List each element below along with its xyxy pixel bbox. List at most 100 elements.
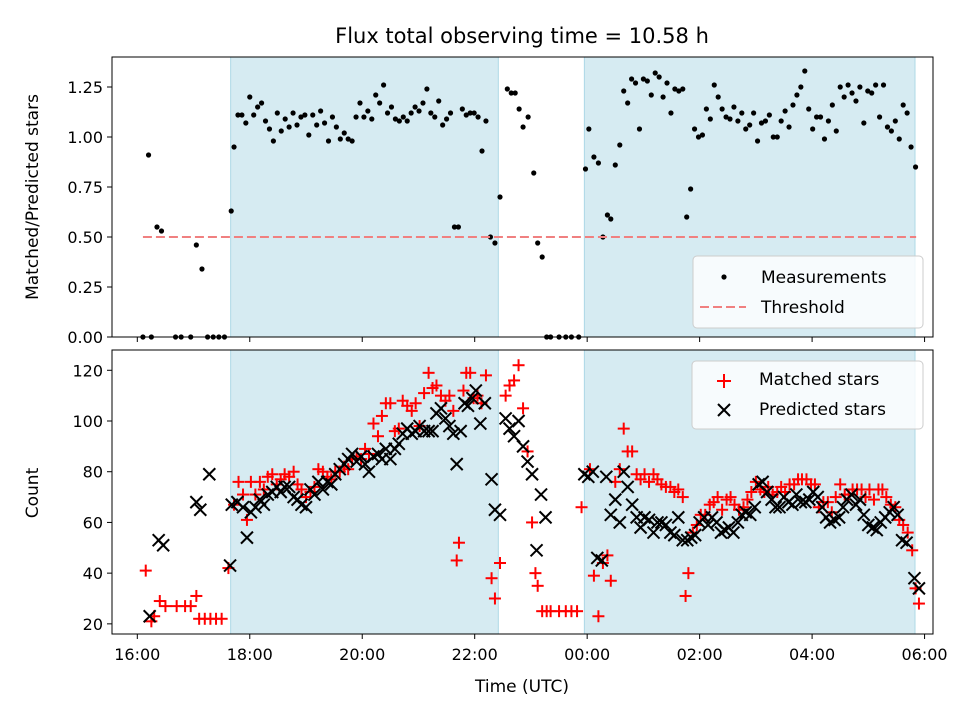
measurement-point xyxy=(727,116,733,122)
measurement-point xyxy=(873,82,879,88)
measurement-point xyxy=(369,116,375,122)
predicted-star-point xyxy=(534,487,548,502)
matched-star-point xyxy=(526,516,539,529)
predicted-star-point xyxy=(650,515,665,530)
predicted-star-point xyxy=(755,475,770,489)
matched-star-point xyxy=(587,569,600,582)
measurement-point xyxy=(648,92,654,98)
bottom-y-tick-label: 100 xyxy=(72,412,103,431)
measurement-point xyxy=(770,134,776,140)
predicted-star-point xyxy=(240,530,254,545)
measurement-point xyxy=(459,106,465,112)
measurement-point xyxy=(628,76,635,82)
measurement-point xyxy=(306,132,312,138)
measurement-point xyxy=(392,116,399,122)
predicted-star-point xyxy=(473,416,488,431)
predicted-star-point xyxy=(529,543,544,558)
predicted-star-point xyxy=(836,500,850,514)
measurement-point xyxy=(145,152,152,158)
predicted-star-point xyxy=(811,490,825,504)
shaded-observing-window xyxy=(230,56,499,338)
predicted-star-point xyxy=(617,465,631,479)
predicted-star-point xyxy=(421,424,436,438)
predicted-star-point xyxy=(608,492,622,507)
measurement-point xyxy=(794,92,800,98)
matched-star-point xyxy=(592,610,605,623)
measurement-point xyxy=(357,100,363,106)
measurement-point xyxy=(333,124,339,130)
top-legend-box xyxy=(692,255,924,329)
predicted-star-point xyxy=(516,439,530,454)
measurement-point xyxy=(806,106,812,112)
matched-star-point xyxy=(253,475,266,488)
matched-star-point xyxy=(266,468,279,481)
measurement-point xyxy=(447,110,454,116)
top-y-axis-label: Matched/Predicted stars xyxy=(23,94,43,300)
predicted-star-point xyxy=(701,518,715,532)
predicted-star-point xyxy=(899,536,914,550)
measurement-point xyxy=(904,110,910,116)
matched-star-point xyxy=(643,475,656,488)
matched-star-point xyxy=(237,488,250,501)
matched-star-point xyxy=(367,417,380,430)
measurement-point xyxy=(731,104,737,110)
measurement-point xyxy=(762,118,769,124)
predicted-star-point xyxy=(392,437,406,451)
predicted-star-point xyxy=(434,401,448,416)
measurement-point xyxy=(632,80,639,86)
predicted-star-point xyxy=(870,523,884,537)
predicted-star-point xyxy=(768,500,783,514)
measurement-point xyxy=(644,78,650,84)
measurement-point xyxy=(869,90,875,96)
predicted-star-point xyxy=(815,500,829,514)
bottom-axis-ticks: 20 40 60 80 100 120 16:00 18:00 20:00 22:00 00:00 0… xyxy=(72,361,947,664)
matched-star-point xyxy=(488,592,501,605)
matched-star-point xyxy=(384,397,397,410)
matched-star-point xyxy=(287,465,300,478)
matched-star-point xyxy=(494,557,507,569)
matched-star-point xyxy=(901,526,914,539)
measurement-point xyxy=(428,110,434,116)
predicted-star-point xyxy=(890,508,905,522)
measurement-point xyxy=(640,76,647,82)
matched-star-point xyxy=(867,493,880,506)
matched-star-point xyxy=(443,389,456,402)
predicted-star-point xyxy=(731,515,745,530)
predicted-star-point xyxy=(316,482,330,497)
measurement-point xyxy=(723,114,729,120)
matched-star-point xyxy=(418,387,431,400)
predicted-star-point xyxy=(912,581,926,596)
matched-star-point xyxy=(626,445,639,458)
predicted-star-point xyxy=(538,510,553,525)
predicted-star-point xyxy=(599,470,613,484)
matched-star-point xyxy=(232,475,245,488)
matched-star-point xyxy=(153,595,166,608)
measurement-point xyxy=(754,138,761,144)
measurement-point xyxy=(483,118,489,124)
matched-star-point xyxy=(422,366,435,379)
predicted-star-point xyxy=(525,467,539,481)
measurement-point xyxy=(604,212,611,218)
bottom-axes-frame xyxy=(111,349,934,635)
predicted-star-point xyxy=(248,500,263,514)
predicted-star-point xyxy=(383,452,398,466)
measurement-point xyxy=(262,118,269,124)
top-y-tick-label: 1.00 xyxy=(67,128,103,147)
measurement-point xyxy=(676,88,682,94)
legend-predicted-label: Predicted stars xyxy=(759,400,886,420)
matched-star-point xyxy=(711,491,724,504)
matched-star-point xyxy=(409,397,422,410)
bottom-legend-box xyxy=(691,360,924,430)
predicted-star-point xyxy=(461,399,475,413)
matched-star-point xyxy=(190,589,203,602)
measurement-point xyxy=(341,130,347,136)
x-tick-label: 04:00 xyxy=(789,645,835,664)
predicted-star-point xyxy=(667,528,682,542)
measurement-point xyxy=(255,104,261,110)
measurement-point xyxy=(412,104,418,110)
measurement-point xyxy=(821,136,828,142)
legend-predicted-marker xyxy=(717,403,731,417)
measurement-point xyxy=(290,110,296,116)
measurement-point xyxy=(774,134,780,140)
measurement-point xyxy=(535,240,541,246)
